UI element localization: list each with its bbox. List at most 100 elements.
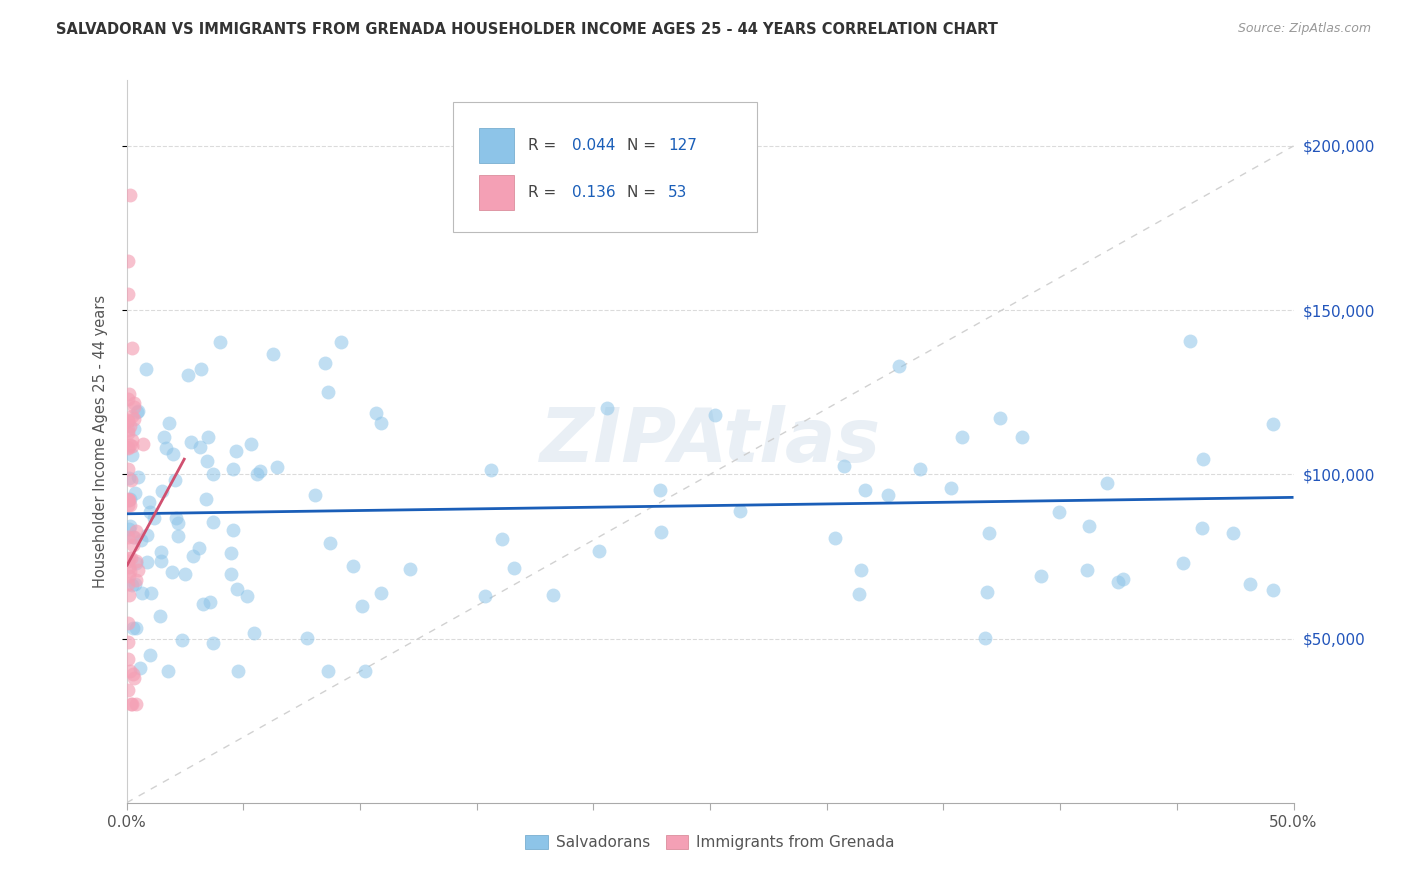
Point xyxy=(848,587,870,601)
Point xyxy=(118,493,141,508)
Text: R =: R = xyxy=(529,185,561,200)
Point xyxy=(129,533,152,547)
Text: N =: N = xyxy=(627,137,661,153)
Point xyxy=(150,484,173,499)
Point xyxy=(330,334,353,349)
Point xyxy=(162,446,184,460)
Point xyxy=(222,462,245,476)
Point xyxy=(120,473,142,487)
Point xyxy=(121,341,143,355)
Point xyxy=(195,454,218,468)
Point xyxy=(153,429,176,443)
Point xyxy=(120,438,142,452)
Point xyxy=(979,526,1001,541)
Point xyxy=(118,499,141,513)
Point xyxy=(479,463,502,477)
Point xyxy=(1107,574,1129,589)
Point xyxy=(319,536,342,550)
Point xyxy=(117,493,139,508)
Point xyxy=(120,564,142,578)
Point xyxy=(877,488,900,502)
Point xyxy=(976,585,998,599)
Point xyxy=(1192,451,1215,466)
Point xyxy=(201,635,224,649)
Point xyxy=(128,661,150,675)
Point xyxy=(122,400,145,414)
Point xyxy=(117,616,139,631)
Point xyxy=(117,392,139,406)
Point xyxy=(121,439,143,453)
Point xyxy=(939,481,962,495)
Point xyxy=(262,347,284,361)
Point xyxy=(226,582,249,596)
Point xyxy=(141,586,163,600)
Point xyxy=(135,555,157,569)
Point xyxy=(155,441,177,455)
Point xyxy=(180,435,202,450)
Point xyxy=(1029,569,1052,583)
Point xyxy=(950,430,973,444)
Point xyxy=(910,461,932,475)
Point xyxy=(135,362,157,376)
Point xyxy=(122,530,145,544)
Point xyxy=(124,524,146,538)
Point xyxy=(176,368,198,383)
Point xyxy=(149,554,172,568)
Point xyxy=(650,524,672,539)
Point xyxy=(167,529,190,543)
Point xyxy=(117,531,139,545)
Point xyxy=(342,559,364,574)
Point xyxy=(650,483,672,497)
Point xyxy=(887,359,910,373)
Point xyxy=(138,494,160,508)
Point xyxy=(1111,572,1133,586)
Point xyxy=(190,362,212,376)
Point xyxy=(704,408,727,422)
Point xyxy=(304,488,326,502)
Point xyxy=(588,544,610,558)
Point xyxy=(849,563,872,577)
Point xyxy=(117,634,139,648)
Point xyxy=(193,597,215,611)
Point xyxy=(122,621,145,635)
Point xyxy=(187,541,209,556)
Point xyxy=(824,531,846,545)
Point xyxy=(1171,556,1194,570)
Point xyxy=(167,516,190,530)
Point xyxy=(118,569,141,583)
Point xyxy=(990,411,1012,425)
Legend: Salvadorans, Immigrants from Grenada: Salvadorans, Immigrants from Grenada xyxy=(519,830,901,856)
Y-axis label: Householder Income Ages 25 - 44 years: Householder Income Ages 25 - 44 years xyxy=(93,295,108,588)
Text: 127: 127 xyxy=(668,137,697,153)
Point xyxy=(1261,583,1284,598)
Text: N =: N = xyxy=(627,185,661,200)
Point xyxy=(172,633,194,648)
Point xyxy=(194,491,217,506)
Point xyxy=(491,533,513,547)
Point xyxy=(157,665,180,679)
Point xyxy=(316,665,339,679)
Point xyxy=(117,425,139,440)
Point xyxy=(120,550,142,565)
Point xyxy=(121,448,143,462)
Point xyxy=(165,473,187,487)
Text: Source: ZipAtlas.com: Source: ZipAtlas.com xyxy=(1237,22,1371,36)
Point xyxy=(132,437,155,451)
Point xyxy=(370,586,392,600)
Point xyxy=(118,492,141,507)
Point xyxy=(127,470,149,484)
Point xyxy=(118,518,141,533)
Point xyxy=(124,412,146,426)
Point xyxy=(249,464,271,478)
Point xyxy=(117,413,139,427)
Point xyxy=(1095,476,1118,491)
Point xyxy=(266,460,288,475)
Point xyxy=(1222,526,1244,541)
Point xyxy=(149,609,172,624)
Point xyxy=(118,188,141,202)
Point xyxy=(974,631,997,645)
Point xyxy=(197,430,219,444)
Point xyxy=(149,545,172,559)
Point xyxy=(1261,417,1284,431)
Point xyxy=(201,467,224,481)
